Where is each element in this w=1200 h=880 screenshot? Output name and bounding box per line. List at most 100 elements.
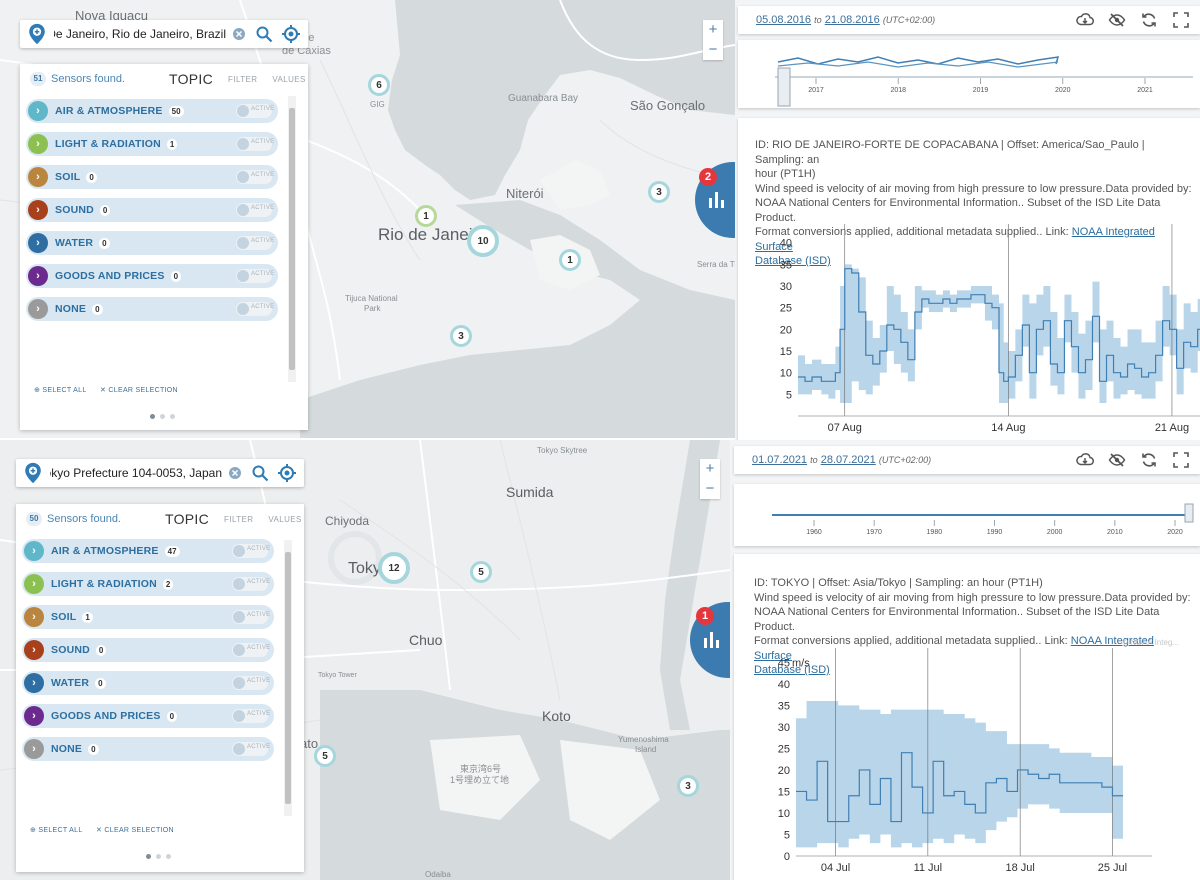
sensor-cluster[interactable]: 3 xyxy=(450,325,472,347)
overview-year-label: 2020 xyxy=(1167,529,1183,536)
active-toggle[interactable]: ACTIVE xyxy=(232,676,270,690)
topic-row[interactable]: › AIR & ATMOSPHERE 50 ACTIVE xyxy=(26,99,278,123)
active-toggle[interactable]: ACTIVE xyxy=(236,203,274,217)
time-range[interactable]: 01.07.2021 to 28.07.2021 (UTC+02:00) xyxy=(752,454,931,466)
topic-row[interactable]: › NONE 0 ACTIVE xyxy=(26,297,278,321)
topic-row[interactable]: › NONE 0 ACTIVE xyxy=(22,737,274,761)
cloud-download-icon[interactable] xyxy=(1076,11,1094,29)
zoom-out-button[interactable]: − xyxy=(705,480,715,497)
clear-search-icon[interactable] xyxy=(232,27,246,41)
chevron-right-icon[interactable]: › xyxy=(28,299,48,319)
active-toggle[interactable]: ACTIVE xyxy=(232,544,270,558)
chevron-right-icon[interactable]: › xyxy=(28,266,48,286)
cloud-download-icon[interactable] xyxy=(1076,451,1094,469)
sensor-cluster[interactable]: 10 xyxy=(467,225,499,257)
sensor-cluster[interactable]: 1 xyxy=(415,205,437,227)
time-overview[interactable]: 1960 1970 1980 1990 2000 2010 2020 xyxy=(734,484,1200,546)
active-toggle[interactable]: ACTIVE xyxy=(232,643,270,657)
refresh-icon[interactable] xyxy=(1140,451,1158,469)
panel-scrollbar[interactable] xyxy=(288,96,296,382)
noaa-link[interactable]: NOAA Integrated Surface xyxy=(754,635,1154,662)
tab-values[interactable]: VALUES xyxy=(268,514,302,524)
search-icon[interactable] xyxy=(251,464,269,482)
active-toggle[interactable]: ACTIVE xyxy=(236,302,274,316)
active-toggle[interactable]: ACTIVE xyxy=(236,104,274,118)
zoom-in-button[interactable]: + xyxy=(708,21,718,38)
panel-pagination[interactable] xyxy=(150,414,175,419)
panel-scrollbar[interactable] xyxy=(284,540,292,816)
active-toggle[interactable]: ACTIVE xyxy=(236,170,274,184)
tab-values[interactable]: VALUES xyxy=(272,74,306,84)
active-toggle[interactable]: ACTIVE xyxy=(232,709,270,723)
topic-row[interactable]: › LIGHT & RADIATION 1 ACTIVE xyxy=(26,132,278,156)
topic-row[interactable]: › SOUND 0 ACTIVE xyxy=(22,638,274,662)
hide-eye-icon[interactable] xyxy=(1108,451,1126,469)
sensor-cluster[interactable]: 6 xyxy=(368,74,390,96)
select-all-button[interactable]: ⊕ SELECT ALL xyxy=(30,826,83,834)
chevron-right-icon[interactable]: › xyxy=(28,233,48,253)
clear-search-icon[interactable] xyxy=(228,466,242,480)
select-all-button[interactable]: ⊕ SELECT ALL xyxy=(34,386,87,394)
wind-speed-chart-rio[interactable]: 5 10 15 20 25 30 35 40 07 Aug 14 Aug 21 Aug xyxy=(738,118,1200,440)
wind-speed-chart-tokyo[interactable]: 0 5 10 15 20 25 30 35 40 45 m/s 04 Jul 11 Jul 18 Jul 2… xyxy=(734,554,1200,880)
clear-selection-button[interactable]: ✕ CLEAR SELECTION xyxy=(96,826,174,834)
time-to: 28.07.2021 xyxy=(820,454,876,466)
hide-eye-icon[interactable] xyxy=(1108,11,1126,29)
chevron-right-icon[interactable]: › xyxy=(28,101,48,121)
tab-filter[interactable]: FILTER xyxy=(224,514,254,524)
active-toggle[interactable]: ACTIVE xyxy=(232,742,270,756)
chevron-right-icon[interactable]: › xyxy=(28,200,48,220)
active-toggle[interactable]: ACTIVE xyxy=(236,269,274,283)
fullscreen-icon[interactable] xyxy=(1172,451,1190,469)
search-input[interactable]: De Janeiro, Rio de Janeiro, Brazil xyxy=(54,27,226,41)
fullscreen-icon[interactable] xyxy=(1172,11,1190,29)
isd-link[interactable]: Database (ISD) xyxy=(754,664,830,676)
topic-row[interactable]: › WATER 0 ACTIVE xyxy=(26,231,278,255)
chevron-right-icon[interactable]: › xyxy=(28,134,48,154)
topic-row[interactable]: › SOIL 0 ACTIVE xyxy=(26,165,278,189)
sensor-cluster[interactable]: 12 xyxy=(378,552,410,584)
zoom-out-button[interactable]: − xyxy=(708,41,718,58)
search-icon[interactable] xyxy=(255,25,273,43)
chevron-right-icon[interactable]: › xyxy=(24,607,44,627)
topic-row[interactable]: › WATER 0 ACTIVE xyxy=(22,671,274,695)
refresh-icon[interactable] xyxy=(1140,11,1158,29)
chevron-right-icon[interactable]: › xyxy=(24,541,44,561)
topic-row[interactable]: › GOODS AND PRICES 0 ACTIVE xyxy=(22,704,274,728)
chevron-right-icon[interactable]: › xyxy=(24,706,44,726)
search-input[interactable]: okyo Prefecture 104-0053, Japan xyxy=(50,466,222,480)
active-toggle[interactable]: ACTIVE xyxy=(232,610,270,624)
chevron-right-icon[interactable]: › xyxy=(24,739,44,759)
chevron-right-icon[interactable]: › xyxy=(28,167,48,187)
active-toggle[interactable]: ACTIVE xyxy=(236,137,274,151)
locate-me-icon[interactable] xyxy=(281,24,301,44)
topic-row[interactable]: › AIR & ATMOSPHERE 47 ACTIVE xyxy=(22,539,274,563)
tab-filter[interactable]: FILTER xyxy=(228,74,258,84)
topic-row[interactable]: › GOODS AND PRICES 0 ACTIVE xyxy=(26,264,278,288)
chevron-right-icon[interactable]: › xyxy=(24,640,44,660)
locate-me-icon[interactable] xyxy=(277,463,297,483)
sensor-cluster[interactable]: 5 xyxy=(470,561,492,583)
bottom-map[interactable]: Tokyo Skytree Sumida Chiyoda Toky Chuo K… xyxy=(0,440,730,880)
chevron-right-icon[interactable]: › xyxy=(24,574,44,594)
clear-selection-button[interactable]: ✕ CLEAR SELECTION xyxy=(100,386,178,394)
tab-topic[interactable]: TOPIC xyxy=(165,511,210,527)
topic-row[interactable]: › LIGHT & RADIATION 2 ACTIVE xyxy=(22,572,274,596)
active-toggle[interactable]: ACTIVE xyxy=(236,236,274,250)
tab-topic[interactable]: TOPIC xyxy=(169,71,214,87)
noaa-link[interactable]: NOAA Integrated Surface xyxy=(755,226,1155,253)
time-range[interactable]: 05.08.2016 to 21.08.2016 (UTC+02:00) xyxy=(756,14,935,26)
top-map[interactable]: Nova Iguacu Duque de Caxias Guanabara Ba… xyxy=(0,0,735,438)
chevron-right-icon[interactable]: › xyxy=(24,673,44,693)
isd-link[interactable]: Database (ISD) xyxy=(755,255,831,267)
topic-row[interactable]: › SOUND 0 ACTIVE xyxy=(26,198,278,222)
zoom-in-button[interactable]: + xyxy=(705,460,715,477)
topic-row[interactable]: › SOIL 1 ACTIVE xyxy=(22,605,274,629)
panel-pagination[interactable] xyxy=(146,854,171,859)
sensor-cluster[interactable]: 5 xyxy=(314,745,336,767)
sensor-cluster[interactable]: 3 xyxy=(648,181,670,203)
sensor-cluster[interactable]: 1 xyxy=(559,249,581,271)
sensor-cluster[interactable]: 3 xyxy=(677,775,699,797)
time-overview[interactable]: 2017 2018 2019 2020 2021 xyxy=(738,40,1200,108)
active-toggle[interactable]: ACTIVE xyxy=(232,577,270,591)
